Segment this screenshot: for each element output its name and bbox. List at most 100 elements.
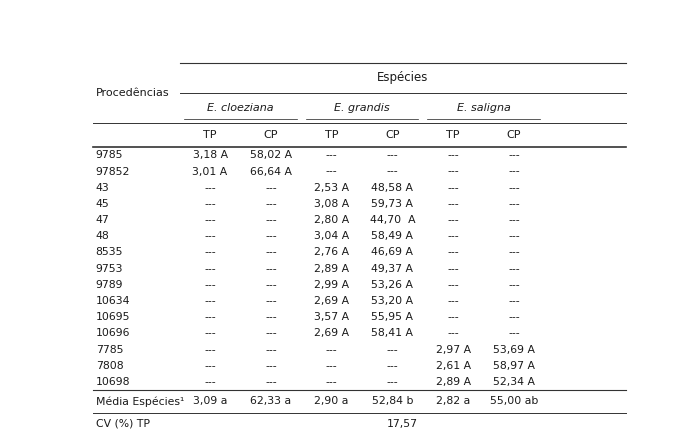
Text: ---: --- [265, 361, 276, 371]
Text: Procedências: Procedências [96, 88, 169, 98]
Text: ---: --- [204, 344, 216, 355]
Text: 52,84 b: 52,84 b [372, 396, 413, 406]
Text: 3,08 A: 3,08 A [314, 199, 349, 209]
Text: 58,41 A: 58,41 A [372, 329, 414, 338]
Text: ---: --- [447, 248, 459, 257]
Text: ---: --- [386, 377, 398, 387]
Text: E. saligna: E. saligna [456, 103, 510, 113]
Text: ---: --- [447, 280, 459, 290]
Text: ---: --- [447, 183, 459, 193]
Text: ---: --- [204, 183, 216, 193]
Text: 62,33 a: 62,33 a [251, 396, 291, 406]
Text: 3,09 a: 3,09 a [193, 396, 228, 406]
Text: ---: --- [265, 312, 276, 322]
Text: ---: --- [508, 151, 519, 160]
Text: ---: --- [326, 166, 337, 177]
Text: 2,61 A: 2,61 A [435, 361, 470, 371]
Text: ---: --- [508, 183, 519, 193]
Text: ---: --- [265, 377, 276, 387]
Text: ---: --- [204, 361, 216, 371]
Text: 45: 45 [96, 199, 109, 209]
Text: ---: --- [326, 361, 337, 371]
Text: 59,73 A: 59,73 A [372, 199, 414, 209]
Text: ---: --- [386, 361, 398, 371]
Text: 2,80 A: 2,80 A [314, 215, 349, 225]
Text: CV (%) TP: CV (%) TP [96, 419, 150, 429]
Text: 47: 47 [96, 215, 109, 225]
Text: ---: --- [508, 296, 519, 306]
Text: 2,90 a: 2,90 a [314, 396, 349, 406]
Text: 2,76 A: 2,76 A [314, 248, 349, 257]
Text: ---: --- [204, 296, 216, 306]
Text: ---: --- [447, 296, 459, 306]
Text: ---: --- [326, 344, 337, 355]
Text: 7808: 7808 [96, 361, 123, 371]
Text: ---: --- [265, 199, 276, 209]
Text: ---: --- [508, 264, 519, 274]
Text: ---: --- [326, 377, 337, 387]
Text: ---: --- [508, 215, 519, 225]
Text: 2,89 A: 2,89 A [435, 377, 470, 387]
Text: 58,97 A: 58,97 A [493, 361, 535, 371]
Text: 9789: 9789 [96, 280, 123, 290]
Text: 48: 48 [96, 231, 109, 241]
Text: 53,69 A: 53,69 A [493, 344, 535, 355]
Text: ---: --- [386, 166, 398, 177]
Text: 58,49 A: 58,49 A [372, 231, 414, 241]
Text: 49,37 A: 49,37 A [372, 264, 414, 274]
Text: Média Espécies¹: Média Espécies¹ [96, 396, 184, 407]
Text: ---: --- [508, 248, 519, 257]
Text: ---: --- [508, 280, 519, 290]
Text: 53,20 A: 53,20 A [371, 296, 414, 306]
Text: ---: --- [447, 312, 459, 322]
Text: 48,58 A: 48,58 A [372, 183, 414, 193]
Text: ---: --- [265, 215, 276, 225]
Text: ---: --- [204, 280, 216, 290]
Text: 43: 43 [96, 183, 109, 193]
Text: 2,69 A: 2,69 A [314, 296, 349, 306]
Text: ---: --- [508, 329, 519, 338]
Text: CP: CP [507, 130, 522, 140]
Text: E. cloeziana: E. cloeziana [207, 103, 274, 113]
Text: CP: CP [264, 130, 278, 140]
Text: CP: CP [385, 130, 400, 140]
Text: 55,95 A: 55,95 A [372, 312, 414, 322]
Text: 17,57: 17,57 [387, 419, 418, 429]
Text: 10695: 10695 [96, 312, 130, 322]
Text: 10634: 10634 [96, 296, 130, 306]
Text: 55,00 ab: 55,00 ab [490, 396, 538, 406]
Text: E. grandis: E. grandis [334, 103, 390, 113]
Text: ---: --- [204, 199, 216, 209]
Text: TP: TP [204, 130, 217, 140]
Text: ---: --- [326, 151, 337, 160]
Text: ---: --- [447, 151, 459, 160]
Text: ---: --- [204, 329, 216, 338]
Text: ---: --- [508, 312, 519, 322]
Text: ---: --- [265, 248, 276, 257]
Text: 3,01 A: 3,01 A [193, 166, 228, 177]
Text: 2,53 A: 2,53 A [314, 183, 349, 193]
Text: ---: --- [508, 166, 519, 177]
Text: ---: --- [447, 231, 459, 241]
Text: TP: TP [447, 130, 460, 140]
Text: 9753: 9753 [96, 264, 123, 274]
Text: 2,97 A: 2,97 A [435, 344, 470, 355]
Text: ---: --- [508, 231, 519, 241]
Text: 2,89 A: 2,89 A [314, 264, 349, 274]
Text: ---: --- [265, 231, 276, 241]
Text: 58,02 A: 58,02 A [250, 151, 292, 160]
Text: ---: --- [265, 296, 276, 306]
Text: ---: --- [386, 344, 398, 355]
Text: 3,18 A: 3,18 A [193, 151, 228, 160]
Text: ---: --- [447, 166, 459, 177]
Text: 44,70  A: 44,70 A [370, 215, 415, 225]
Text: 97852: 97852 [96, 166, 130, 177]
Text: ---: --- [204, 264, 216, 274]
Text: ---: --- [447, 264, 459, 274]
Text: ---: --- [265, 183, 276, 193]
Text: 2,69 A: 2,69 A [314, 329, 349, 338]
Text: 8535: 8535 [96, 248, 123, 257]
Text: ---: --- [447, 329, 459, 338]
Text: Espécies: Espécies [377, 71, 428, 85]
Text: 46,69 A: 46,69 A [372, 248, 414, 257]
